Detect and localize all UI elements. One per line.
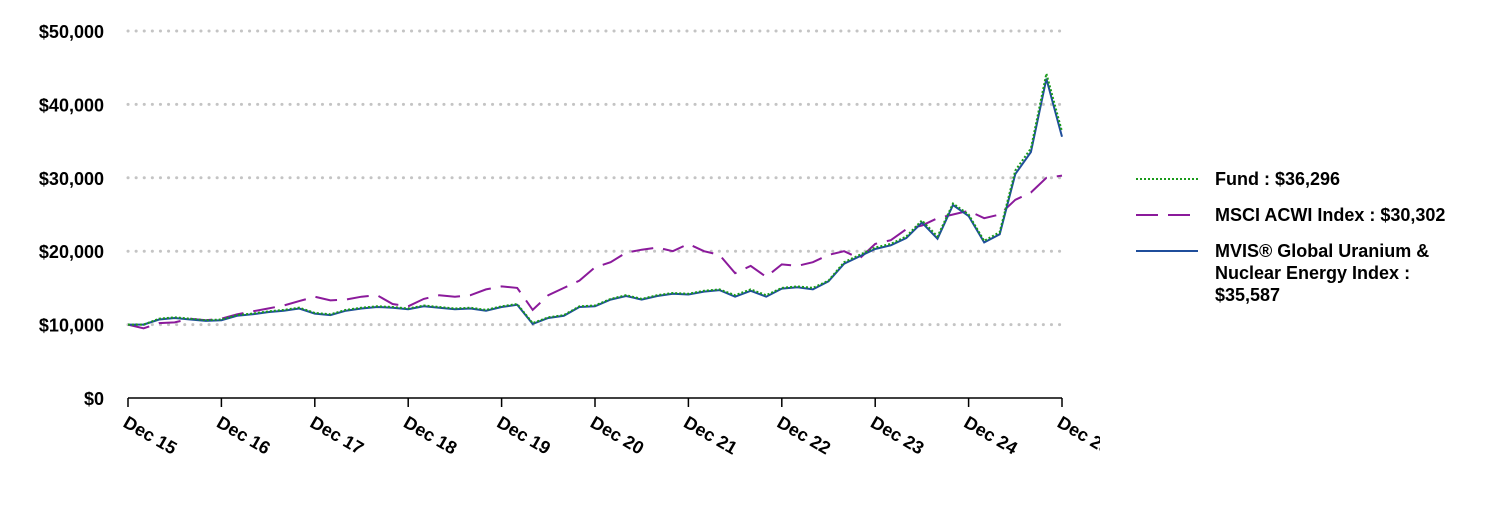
- x-tick-label: Dec 24: [961, 412, 1021, 458]
- x-tick-label: Dec 19: [494, 412, 554, 458]
- x-tick-label: Dec 18: [400, 412, 460, 458]
- y-tick-label: $0: [84, 389, 104, 409]
- legend-swatch: [1136, 214, 1198, 216]
- chart: $0 $10,000 $20,000 $30,000 $40,000 $50,000 Dec…: [39, 22, 1114, 458]
- legend-label: MSCI ACWI Index : $30,302: [1215, 205, 1446, 225]
- x-tick-label: Dec 25: [1054, 412, 1100, 458]
- y-tick-label: $50,000: [39, 22, 104, 42]
- x-tick-label: Dec 20: [587, 412, 647, 458]
- legend-label: MVIS® Global Uranium & Nuclear Energy In…: [1215, 241, 1430, 305]
- y-tick-label: $10,000: [39, 316, 104, 336]
- x-tick-label: Dec 22: [774, 412, 834, 458]
- y-tick-label: $30,000: [39, 169, 104, 189]
- legend-entry: MVIS® Global Uranium & Nuclear Energy In…: [1136, 240, 1466, 306]
- x-tick-label: Dec 21: [680, 412, 740, 458]
- x-tick-label: Dec 17: [307, 412, 367, 458]
- legend-swatch: [1136, 178, 1198, 180]
- series-line: [128, 78, 1063, 326]
- legend-swatch: [1136, 250, 1198, 252]
- legend-entry: MSCI ACWI Index : $30,302: [1136, 204, 1466, 226]
- series-line: [128, 73, 1063, 326]
- x-tick-label: Dec 16: [213, 412, 273, 458]
- legend-label: Fund : $36,296: [1215, 169, 1341, 189]
- legend: Fund : $36,296 MSCI ACWI Index : $30,302 M…: [1136, 168, 1466, 320]
- x-tick-label: Dec 23: [867, 412, 927, 458]
- legend-entry: Fund : $36,296: [1136, 168, 1466, 190]
- x-tick-label: Dec 15: [120, 412, 180, 458]
- y-tick-label: $20,000: [39, 242, 104, 262]
- y-tick-label: $40,000: [39, 95, 104, 115]
